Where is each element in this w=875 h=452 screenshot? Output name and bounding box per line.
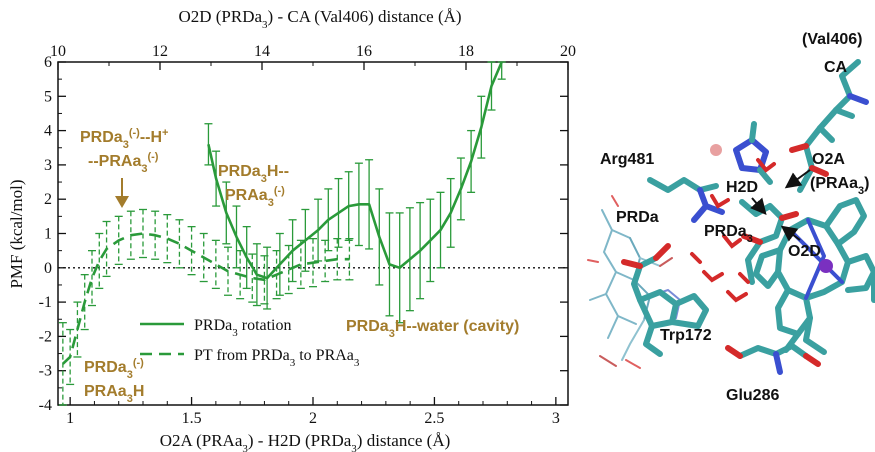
thick-stick-residues [621, 59, 875, 375]
label-val406: (Val406) [802, 31, 862, 48]
series-1 [58, 208, 354, 406]
label-glu286: Glu286 [726, 387, 779, 404]
y-tick-label: 0 [44, 260, 52, 277]
annotation-prda3h-praa3-line1: PRDa3H-- [218, 163, 289, 185]
legend-label-rotation: PRDa3 rotation [194, 317, 292, 339]
label-prda3: PRDa3 [704, 223, 753, 245]
molecule-labels: (Val406) CA Arg481 O2A (PRAa3) H2D PRDa … [600, 31, 869, 404]
legend: PRDa3 rotation PT from PRDa3 to PRAa3 [140, 317, 360, 369]
top-x-tick-label: 12 [152, 43, 168, 60]
y-tick-label: 3 [44, 157, 52, 174]
label-o2a: O2A [812, 151, 845, 168]
annotation-prda3h-praa3-line2: PRAa3(-) [225, 185, 285, 209]
y-tick-label: -4 [39, 397, 52, 414]
y-axis-title: PMF (kcal/mol) [7, 179, 26, 288]
y-tick-label: -3 [39, 363, 52, 380]
top-x-tick-label: 14 [254, 43, 270, 60]
annotation-prda3-praa3h-line2: PRAa3H [84, 383, 144, 405]
label-h2d: H2D [726, 179, 758, 196]
bottom-x-tick-label: 1.5 [182, 410, 202, 427]
water-molecules [690, 158, 776, 303]
y-tick-label: 2 [44, 191, 52, 208]
top-x-tick-label: 16 [356, 43, 372, 60]
label-praa3: (PRAa3) [810, 175, 869, 197]
top-x-tick-label: 10 [50, 43, 66, 60]
arrow-o2d [780, 225, 801, 242]
label-o2d: O2D [788, 243, 821, 260]
arrow-h2d [750, 197, 767, 216]
y-tick-label: 6 [44, 54, 52, 71]
y-tick-label: 4 [44, 123, 52, 140]
y-tick-label: 1 [44, 226, 52, 243]
top-x-tick-label: 18 [458, 43, 474, 60]
label-prda: PRDa [616, 209, 659, 226]
annotation-prda3-h-praa3-line2: --PRAa3(-) [88, 151, 159, 175]
label-ca: CA [824, 59, 848, 76]
bottom-x-axis-title: O2A (PRAa3) - H2D (PRDa3) distance (Å) [160, 431, 451, 452]
y-tick-label: -2 [39, 328, 52, 345]
bottom-x-tick-label: 3 [552, 410, 560, 427]
metal-center [819, 259, 833, 273]
y-tick-label: -1 [39, 294, 52, 311]
annotation-arrow-head [115, 196, 129, 208]
bottom-x-tick-label: 1 [66, 410, 74, 427]
series-layer [58, 61, 506, 406]
annotations: PRDa3(-)--H+ --PRAa3(-) PRDa3H-- PRAa3(-… [80, 127, 519, 405]
series-line [207, 61, 503, 280]
ion-sphere [710, 144, 722, 156]
series-line [62, 232, 350, 365]
annotation-prda3-praa3h-line1: PRDa3(-) [84, 357, 144, 381]
label-arrows [750, 169, 811, 242]
molecular-structure-image: (Val406) CA Arg481 O2A (PRAa3) H2D PRDa … [587, 31, 875, 404]
axis-ticks [57, 61, 569, 406]
y-tick-label: 5 [44, 88, 52, 105]
top-x-tick-label: 20 [560, 43, 576, 60]
bottom-x-tick-labels: 1 1.5 2 2.5 3 [66, 410, 560, 427]
series-0 [204, 61, 506, 324]
label-arg481: Arg481 [600, 151, 654, 168]
bottom-x-tick-label: 2.5 [424, 410, 444, 427]
top-x-tick-labels: 10 12 14 16 18 20 [50, 43, 576, 60]
label-trp172: Trp172 [660, 327, 712, 344]
top-x-axis-title: O2D (PRDa3) - CA (Val406) distance (Å) [178, 7, 461, 31]
annotation-water-cavity: PRDa3H--water (cavity) [346, 318, 519, 340]
annotation-prda3-h-praa3-line1: PRDa3(-)--H+ [80, 127, 168, 151]
bottom-x-tick-label: 2 [309, 410, 317, 427]
legend-label-pt: PT from PRDa3 to PRAa3 [194, 347, 360, 369]
arrow-o2a [784, 169, 811, 189]
y-tick-labels: -4 -3 -2 -1 0 1 2 3 4 5 6 [39, 54, 52, 414]
